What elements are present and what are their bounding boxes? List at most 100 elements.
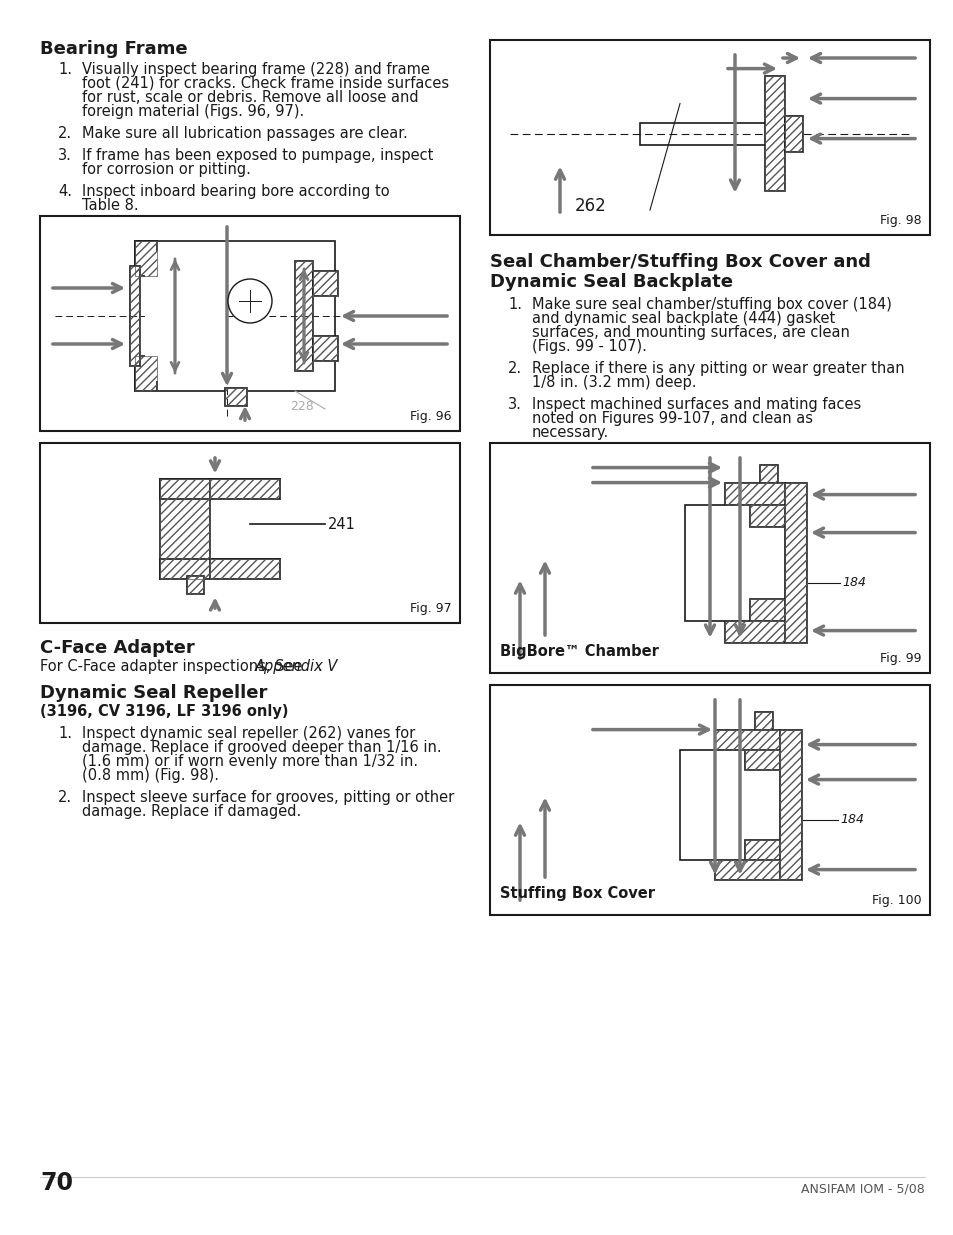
Bar xyxy=(724,621,784,642)
Bar xyxy=(744,750,780,769)
Text: for rust, scale or debris. Remove all loose and: for rust, scale or debris. Remove all lo… xyxy=(82,90,418,105)
Bar xyxy=(294,261,313,370)
Bar xyxy=(210,559,280,579)
Text: Inspect inboard bearing bore according to: Inspect inboard bearing bore according t… xyxy=(82,184,389,199)
Bar xyxy=(210,559,280,579)
Bar xyxy=(135,241,157,275)
Text: If frame has been exposed to pumpage, inspect: If frame has been exposed to pumpage, in… xyxy=(82,148,433,163)
Text: Inspect machined surfaces and mating faces: Inspect machined surfaces and mating fac… xyxy=(532,396,861,412)
Bar xyxy=(724,483,784,505)
Text: Fig. 100: Fig. 100 xyxy=(871,894,921,906)
Text: foreign material (Figs. 96, 97).: foreign material (Figs. 96, 97). xyxy=(82,104,304,119)
Text: Fig. 99: Fig. 99 xyxy=(880,652,921,664)
Text: damage. Replace if grooved deeper than 1/16 in.: damage. Replace if grooved deeper than 1… xyxy=(82,740,441,755)
Bar xyxy=(749,599,784,621)
Bar xyxy=(780,730,801,879)
Text: (Figs. 99 - 107).: (Figs. 99 - 107). xyxy=(532,338,646,354)
Bar xyxy=(313,270,337,296)
Text: 2.: 2. xyxy=(58,126,72,141)
Text: 3.: 3. xyxy=(507,396,521,412)
Bar xyxy=(225,388,247,406)
Bar xyxy=(210,479,280,499)
Bar xyxy=(714,860,780,879)
Text: Dynamic Seal Backplate: Dynamic Seal Backplate xyxy=(490,273,732,291)
Text: and dynamic seal backplate (444) gasket: and dynamic seal backplate (444) gasket xyxy=(532,311,835,326)
Text: 241: 241 xyxy=(328,517,355,532)
Bar xyxy=(313,336,337,361)
Bar xyxy=(313,270,337,296)
Bar xyxy=(160,479,280,499)
Text: (1.6 mm) or if worn evenly more than 1/32 in.: (1.6 mm) or if worn evenly more than 1/3… xyxy=(82,755,417,769)
Text: Make sure seal chamber/stuffing box cover (184): Make sure seal chamber/stuffing box cove… xyxy=(532,296,891,312)
Bar xyxy=(749,505,784,526)
Bar xyxy=(135,356,157,391)
Bar xyxy=(294,261,313,370)
Text: 70: 70 xyxy=(40,1171,73,1195)
Text: 2.: 2. xyxy=(58,790,72,805)
Text: 1.: 1. xyxy=(507,296,521,312)
Text: 228: 228 xyxy=(290,400,314,412)
Bar xyxy=(754,711,772,730)
Bar xyxy=(639,122,769,144)
Bar xyxy=(744,750,780,769)
Bar xyxy=(490,443,929,673)
Text: Appendix V: Appendix V xyxy=(254,659,338,674)
Text: Fig. 98: Fig. 98 xyxy=(880,214,921,227)
Text: 1/8 in. (3.2 mm) deep.: 1/8 in. (3.2 mm) deep. xyxy=(532,375,696,390)
Bar xyxy=(490,40,929,235)
Text: ANSIFAM IOM - 5/08: ANSIFAM IOM - 5/08 xyxy=(801,1182,924,1195)
Bar xyxy=(135,241,335,391)
Circle shape xyxy=(228,279,272,324)
Text: (3196, CV 3196, LF 3196 only): (3196, CV 3196, LF 3196 only) xyxy=(40,704,288,719)
Text: Stuffing Box Cover: Stuffing Box Cover xyxy=(499,885,655,902)
Bar xyxy=(40,443,459,622)
Text: C-Face Adapter: C-Face Adapter xyxy=(40,638,194,657)
Bar xyxy=(780,730,801,879)
Text: Dynamic Seal Repeller: Dynamic Seal Repeller xyxy=(40,684,267,701)
Text: Table 8.: Table 8. xyxy=(82,198,138,212)
Bar xyxy=(187,577,204,594)
Bar xyxy=(160,479,210,579)
Text: noted on Figures 99-107, and clean as: noted on Figures 99-107, and clean as xyxy=(532,411,812,426)
Text: 3.: 3. xyxy=(58,148,71,163)
Bar xyxy=(160,479,210,579)
Text: Make sure all lubrication passages are clear.: Make sure all lubrication passages are c… xyxy=(82,126,407,141)
Text: 1.: 1. xyxy=(58,62,71,77)
Bar xyxy=(210,479,280,499)
Text: Visually inspect bearing frame (228) and frame: Visually inspect bearing frame (228) and… xyxy=(82,62,430,77)
Bar xyxy=(764,75,784,190)
Bar xyxy=(714,730,780,750)
Bar xyxy=(160,559,280,579)
Text: foot (241) for cracks. Check frame inside surfaces: foot (241) for cracks. Check frame insid… xyxy=(82,77,449,91)
Text: .: . xyxy=(316,659,321,674)
Text: damage. Replace if damaged.: damage. Replace if damaged. xyxy=(82,804,301,819)
Bar xyxy=(754,711,772,730)
Text: for corrosion or pitting.: for corrosion or pitting. xyxy=(82,162,251,177)
Text: Seal Chamber/Stuffing Box Cover and: Seal Chamber/Stuffing Box Cover and xyxy=(490,253,870,270)
Bar xyxy=(784,116,802,152)
Bar xyxy=(760,464,778,483)
Bar xyxy=(187,577,204,594)
Text: surfaces, and mounting surfaces, are clean: surfaces, and mounting surfaces, are cle… xyxy=(532,325,849,340)
Bar xyxy=(784,483,806,642)
Bar xyxy=(130,266,140,366)
Text: 4.: 4. xyxy=(58,184,71,199)
Bar xyxy=(784,116,802,152)
Bar xyxy=(135,356,157,391)
Text: 184: 184 xyxy=(840,813,863,826)
Bar xyxy=(40,216,459,431)
Bar xyxy=(679,750,780,860)
Text: BigBore™ Chamber: BigBore™ Chamber xyxy=(499,643,659,659)
Bar xyxy=(744,840,780,860)
Text: necessary.: necessary. xyxy=(532,425,609,440)
Bar xyxy=(764,75,784,190)
Bar xyxy=(684,505,784,621)
Text: For C-Face adapter inspections, See: For C-Face adapter inspections, See xyxy=(40,659,307,674)
Bar xyxy=(130,266,140,366)
Bar xyxy=(225,388,247,406)
Text: 1.: 1. xyxy=(58,726,71,741)
Bar xyxy=(490,685,929,915)
Bar xyxy=(714,730,780,750)
Text: Fig. 97: Fig. 97 xyxy=(410,601,452,615)
Bar xyxy=(145,251,225,382)
